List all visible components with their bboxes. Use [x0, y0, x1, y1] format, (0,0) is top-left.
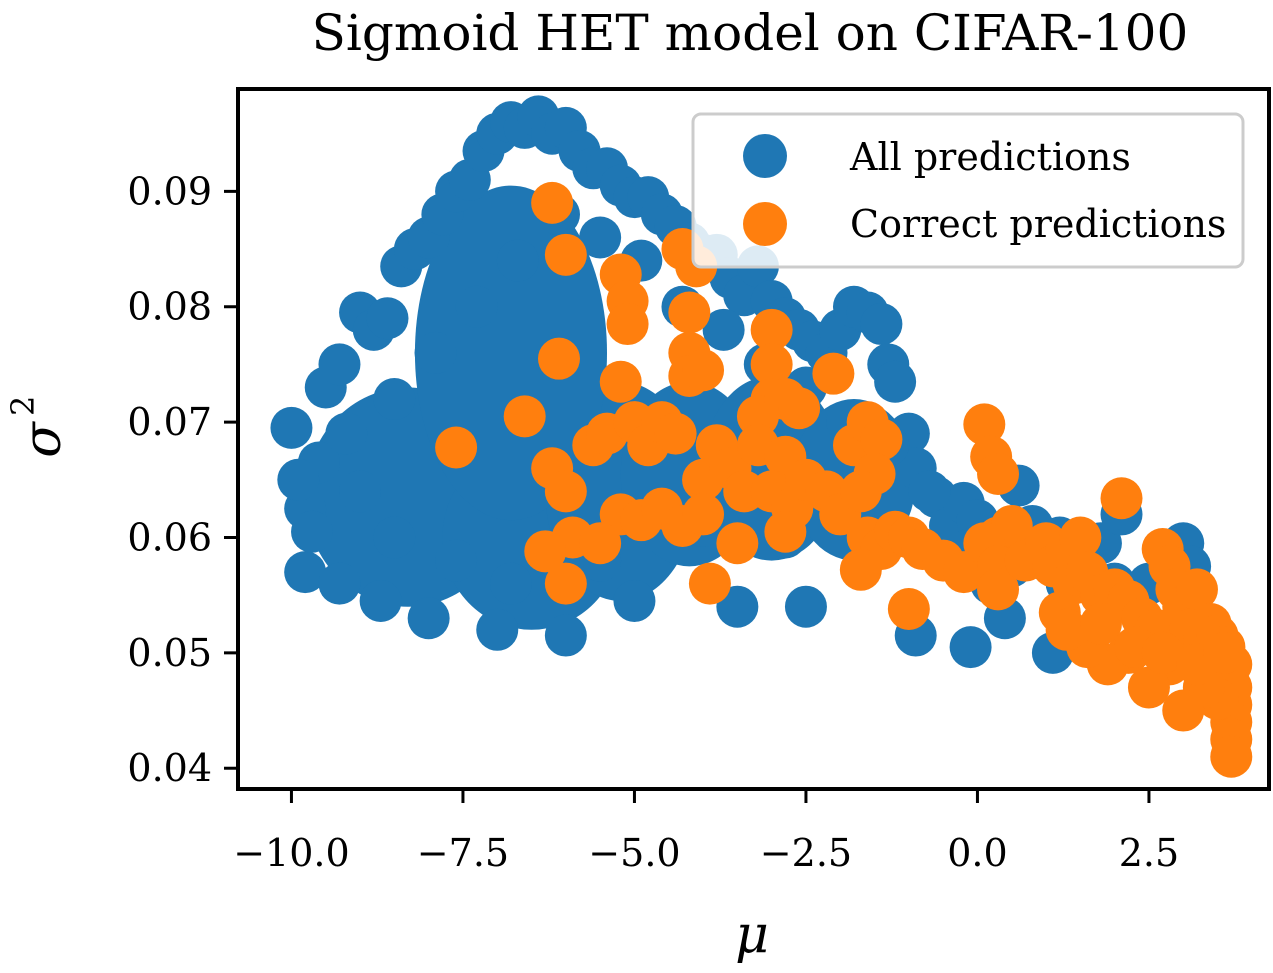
all-predictions-point	[455, 285, 498, 328]
correct-predictions-point	[544, 562, 587, 605]
all-predictions-point	[284, 551, 327, 594]
correct-predictions-point	[764, 510, 807, 553]
correct-predictions-point	[887, 588, 930, 631]
all-predictions-point	[291, 510, 334, 553]
correct-predictions-point	[1210, 735, 1253, 778]
correct-predictions-point	[1059, 516, 1102, 559]
all-predictions-point	[435, 539, 478, 582]
correct-predictions-point	[654, 412, 697, 455]
correct-predictions-point	[750, 343, 793, 386]
correct-predictions-point	[963, 403, 1006, 446]
plot-frame	[236, 87, 1271, 791]
all-predictions-point	[359, 579, 402, 622]
legend-marker-correct-predictions	[743, 202, 787, 246]
all-predictions-point	[716, 585, 759, 628]
all-predictions-point	[544, 614, 587, 657]
all-predictions-point	[702, 308, 745, 351]
y-tick-label: 0.05	[127, 631, 212, 675]
correct-predictions-point	[839, 548, 882, 591]
correct-predictions-point	[750, 308, 793, 351]
correct-predictions-point	[537, 337, 580, 380]
correct-predictions-point	[682, 349, 725, 392]
all-predictions-point	[613, 579, 656, 622]
correct-predictions-point	[977, 453, 1020, 496]
x-axis-ticks: −10.0 −7.5 −5.0 −2.5 0.0 2.5	[233, 789, 1179, 875]
x-axis-label: μ	[735, 905, 769, 965]
correct-predictions-point	[1141, 631, 1184, 674]
correct-predictions-point	[688, 562, 731, 605]
correct-predictions-point	[977, 568, 1020, 611]
y-tick-label: 0.06	[127, 515, 212, 559]
legend-box	[691, 112, 1245, 269]
correct-predictions-point	[531, 181, 574, 224]
correct-predictions-point	[503, 395, 546, 438]
correct-predictions-point	[1100, 477, 1143, 520]
correct-predictions-point	[1045, 608, 1088, 651]
correct-predictions-point	[860, 418, 903, 461]
all-predictions-point	[784, 585, 827, 628]
correct-predictions-point	[1162, 689, 1205, 732]
y-axis-label-group: σ 2	[4, 396, 73, 458]
all-predictions-point	[339, 470, 382, 513]
correct-predictions-point	[778, 387, 821, 430]
correct-predictions-point	[1175, 568, 1218, 611]
legend-label-all-predictions: All predictions	[849, 135, 1131, 179]
correct-predictions-point	[579, 522, 622, 565]
correct-predictions-point	[606, 303, 649, 346]
all-predictions-point	[325, 412, 368, 455]
y-tick-label: 0.04	[127, 746, 212, 790]
correct-predictions-point	[544, 233, 587, 276]
all-predictions-point	[277, 458, 320, 501]
correct-predictions-point	[668, 291, 711, 334]
y-tick-label: 0.09	[127, 169, 212, 213]
correct-predictions-point	[682, 493, 725, 536]
correct-predictions-point	[435, 426, 478, 469]
x-tick-label: −5.0	[588, 831, 680, 875]
correct-predictions-point	[1127, 666, 1170, 709]
correct-predictions-point	[544, 470, 587, 513]
all-predictions-point	[373, 516, 416, 559]
all-predictions-point	[496, 239, 539, 282]
all-predictions-point	[949, 626, 992, 669]
legend-marker-all-predictions	[743, 134, 787, 178]
x-tick-label: −7.5	[417, 831, 509, 875]
legend: All predictions Correct predictions	[691, 112, 1245, 269]
x-tick-label: −2.5	[760, 831, 852, 875]
x-tick-label: −10.0	[233, 831, 349, 875]
all-predictions-point	[318, 343, 361, 386]
all-predictions-point	[874, 360, 917, 403]
correct-predictions-point	[716, 522, 759, 565]
all-predictions-point	[489, 562, 532, 605]
series-correct-predictions	[435, 181, 1253, 778]
legend-label-correct-predictions: Correct predictions	[850, 202, 1226, 246]
correct-predictions-point	[524, 530, 567, 573]
y-tick-label: 0.08	[127, 285, 212, 329]
correct-predictions-point	[1203, 631, 1246, 674]
x-tick-label: 0.0	[947, 831, 1007, 875]
x-tick-label: 2.5	[1119, 831, 1179, 875]
correct-predictions-point	[1079, 603, 1122, 646]
correct-predictions-point	[599, 360, 642, 403]
all-predictions-point	[860, 303, 903, 346]
all-predictions-point	[318, 562, 361, 605]
all-predictions-point	[908, 470, 951, 513]
all-predictions-point	[476, 608, 519, 651]
all-predictions-point	[579, 216, 622, 259]
y-axis-label-superscript: 2	[4, 396, 42, 416]
all-predictions-point	[373, 378, 416, 421]
all-predictions-point	[366, 297, 409, 340]
correct-predictions-point	[812, 352, 855, 395]
correct-predictions-point	[839, 470, 882, 513]
all-predictions-point	[414, 331, 457, 374]
all-predictions-point	[407, 597, 450, 640]
chart-title: Sigmoid HET model on CIFAR-100	[312, 4, 1189, 62]
y-axis-label: σ	[13, 421, 73, 458]
y-tick-label: 0.07	[127, 400, 212, 444]
y-axis-ticks: 0.04 0.05 0.06 0.07 0.08 0.09	[127, 169, 238, 790]
all-predictions-point	[270, 406, 313, 449]
